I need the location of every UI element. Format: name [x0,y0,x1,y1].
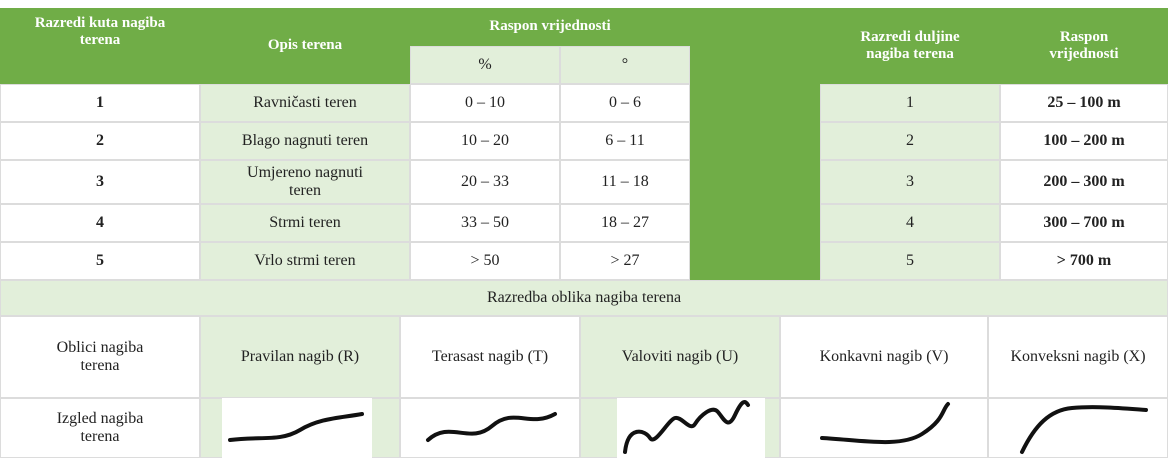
image-frame [222,398,372,458]
page: Razredi kuta nagiba terenaOpis terenaRas… [0,0,1168,458]
slope-curve [1022,407,1146,452]
slope-images [0,0,1168,458]
slope-curve [428,414,555,440]
slope-curve [822,404,948,442]
